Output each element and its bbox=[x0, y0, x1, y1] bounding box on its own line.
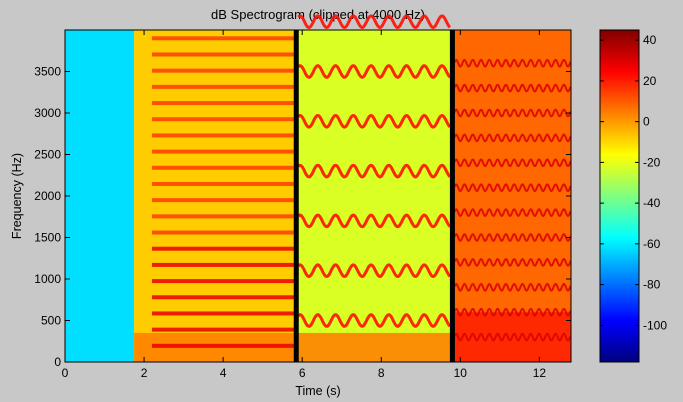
colorbar-tick-label: -40 bbox=[643, 196, 661, 210]
x-tick-label: 6 bbox=[299, 366, 306, 380]
vibrato-harmonic bbox=[297, 313, 451, 328]
colorbar-tick-label: 40 bbox=[643, 33, 657, 47]
segment-boundary bbox=[293, 30, 299, 362]
harmonic-band bbox=[151, 279, 297, 284]
harmonic-band bbox=[151, 327, 297, 332]
harmonic-band bbox=[151, 101, 297, 106]
dense-vibrato-harmonic bbox=[453, 307, 572, 317]
harmonic-band bbox=[151, 214, 297, 219]
x-tick-label: 0 bbox=[62, 366, 69, 380]
harmonic-band bbox=[151, 343, 297, 348]
harmonic-band bbox=[151, 230, 297, 235]
harmonic-band bbox=[151, 311, 297, 316]
dense-vibrato-harmonic bbox=[453, 257, 572, 267]
x-tick-label: 2 bbox=[141, 366, 148, 380]
colorbar: 40 20 0 -20 -40 -60 -80 -100 bbox=[599, 29, 667, 363]
segment-vibrato-tone bbox=[296, 30, 453, 362]
dense-vibrato-harmonic bbox=[453, 183, 572, 193]
colorbar-tick-label: -80 bbox=[643, 278, 661, 292]
harmonic-band bbox=[151, 262, 297, 267]
segment-noise bbox=[65, 30, 135, 362]
vibrato-harmonic bbox=[297, 14, 451, 30]
colorbar-tick-label: 0 bbox=[643, 115, 650, 129]
harmonic-band bbox=[151, 198, 297, 203]
y-axis: 0 500 1000 1500 2000 2500 3000 3500 bbox=[34, 65, 571, 369]
y-tick-label: 1500 bbox=[34, 231, 61, 245]
x-axis-label: Time (s) bbox=[295, 384, 340, 398]
harmonic-band bbox=[151, 52, 297, 57]
harmonic-band bbox=[151, 246, 297, 251]
harmonic-band bbox=[151, 295, 297, 300]
dense-vibrato-harmonic bbox=[453, 108, 572, 118]
segment-boundaries bbox=[293, 30, 455, 362]
dense-vibrato-harmonic bbox=[453, 233, 572, 242]
dense-vibrato-harmonic bbox=[453, 83, 572, 93]
harmonic-band bbox=[151, 181, 297, 186]
harmonic-band bbox=[151, 133, 297, 138]
vibrato-harmonic bbox=[297, 64, 451, 79]
harmonic-bands bbox=[134, 14, 572, 362]
colorbar-tick-label: 20 bbox=[643, 74, 657, 88]
dense-vibrato-harmonic bbox=[453, 208, 572, 218]
y-tick-label: 3500 bbox=[34, 65, 61, 79]
vibrato-harmonic bbox=[297, 213, 451, 229]
colorbar-gradient bbox=[599, 29, 640, 363]
x-axis: 0 2 4 6 8 10 12 bbox=[62, 30, 547, 380]
vibrato-harmonic bbox=[297, 263, 451, 279]
dense-vibrato-harmonic bbox=[453, 158, 572, 168]
dense-vibrato-harmonic bbox=[453, 133, 572, 143]
vibrato-harmonic bbox=[297, 113, 451, 129]
harmonic-band bbox=[151, 68, 297, 73]
x-tick-label: 12 bbox=[533, 366, 547, 380]
vibrato-harmonic bbox=[297, 163, 451, 179]
x-tick-label: 4 bbox=[220, 366, 227, 380]
y-tick-label: 2000 bbox=[34, 189, 61, 203]
y-axis-label: Frequency (Hz) bbox=[10, 153, 24, 239]
dense-vibrato-harmonic bbox=[453, 58, 572, 68]
y-tick-label: 2500 bbox=[34, 148, 61, 162]
harmonic-band bbox=[151, 117, 297, 122]
harmonic-band bbox=[151, 149, 297, 154]
y-tick-label: 500 bbox=[41, 314, 61, 328]
colorbar-ticks: 40 20 0 -20 -40 -60 -80 -100 bbox=[600, 33, 667, 332]
colorbar-tick-label: -20 bbox=[643, 155, 661, 169]
y-tick-label: 3000 bbox=[34, 106, 61, 120]
y-tick-label: 1000 bbox=[34, 272, 61, 286]
dense-vibrato-harmonic bbox=[453, 282, 572, 292]
harmonic-band bbox=[151, 36, 297, 41]
harmonic-band bbox=[151, 165, 297, 170]
x-tick-label: 8 bbox=[378, 366, 385, 380]
colorbar-tick-label: -60 bbox=[643, 237, 661, 251]
segment-boundary bbox=[449, 30, 455, 362]
x-tick-label: 10 bbox=[454, 366, 468, 380]
y-tick-label: 0 bbox=[54, 355, 61, 369]
dense-vibrato-harmonic bbox=[453, 332, 572, 342]
harmonic-band bbox=[151, 84, 297, 89]
colorbar-tick-label: -100 bbox=[643, 318, 667, 332]
plot-area bbox=[64, 14, 572, 363]
